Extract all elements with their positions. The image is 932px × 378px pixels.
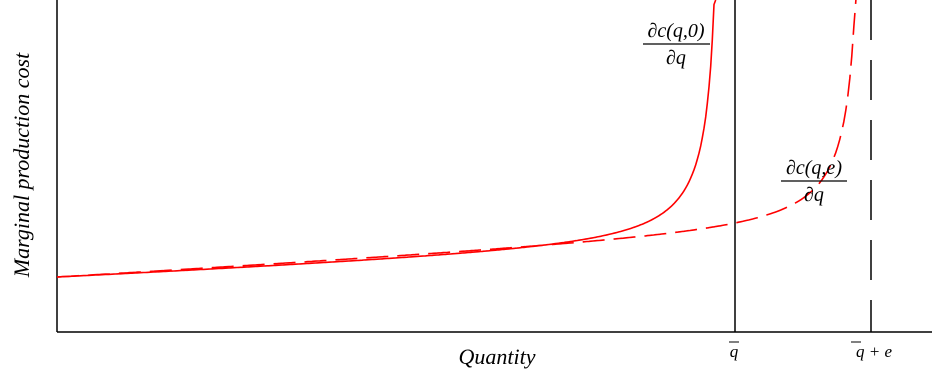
series-marginal-cost-no-effort	[56, 0, 717, 278]
x-tick-label-q-bar-plus-e: q + e	[851, 341, 892, 361]
series-label-no-effort-numerator: ∂c(q,0)	[647, 20, 704, 42]
y-axis-title: Marginal production cost	[9, 52, 34, 278]
series-label-with-effort-numerator: ∂c(q,e)	[786, 157, 842, 179]
q-bar-text: q	[730, 342, 739, 361]
series-label-with-effort: ∂c(q,e) ∂q	[781, 157, 847, 206]
series-label-no-effort: ∂c(q,0) ∂q	[643, 20, 710, 69]
q-bar-plus-e-main: q	[856, 342, 865, 361]
q-bar-plus-e-suffix: + e	[865, 342, 893, 361]
q-bar-plus-e-text: q + e	[856, 342, 892, 361]
series-marginal-cost-with-effort	[56, 0, 857, 278]
series-label-with-effort-denominator: ∂q	[804, 184, 824, 206]
x-axis-title: Quantity	[459, 344, 536, 369]
series-label-no-effort-denominator: ∂q	[666, 47, 686, 69]
x-tick-label-q-bar: q	[729, 341, 739, 361]
